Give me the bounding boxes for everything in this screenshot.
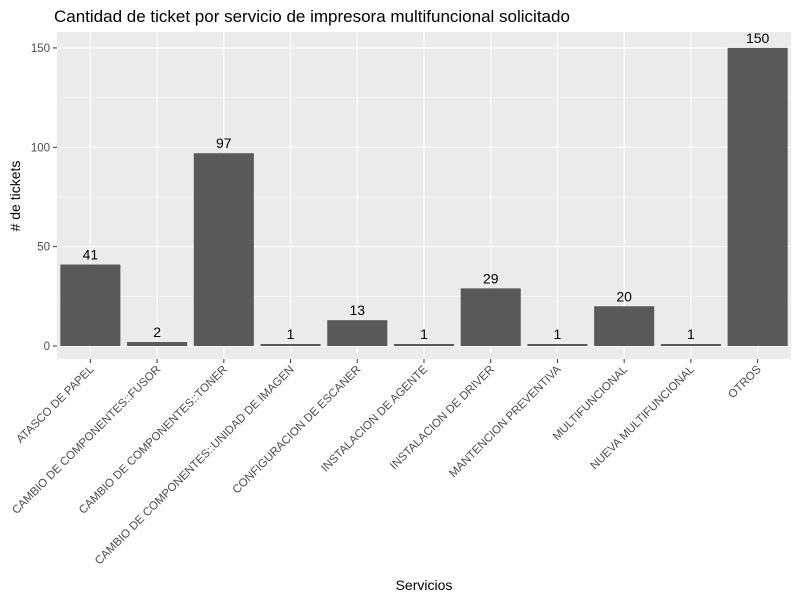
bars [60, 47, 788, 346]
y-tick-label: 100 [31, 142, 50, 154]
bar-value-label: 41 [83, 247, 99, 263]
y-tick-label: 0 [44, 341, 50, 353]
bar-value-label: 2 [153, 324, 161, 340]
x-tick-label: INSTALACION DE AGENTE [319, 363, 430, 474]
bar [660, 344, 721, 346]
x-tick-label: CONFIGURACION DE ESCANER [231, 364, 364, 497]
bar-value-label: 13 [349, 302, 365, 318]
bar [193, 153, 254, 346]
bar [527, 344, 588, 346]
bar-value-label: 29 [483, 270, 499, 286]
chart-title: Cantidad de ticket por servicio de impre… [54, 7, 570, 26]
y-axis-title: # de tickets [7, 161, 23, 232]
bar [260, 344, 321, 346]
y-axis: 0 50 100 150 [31, 43, 57, 353]
bar-value-label: 20 [616, 288, 632, 304]
bar [727, 47, 788, 346]
x-tick-label: OTROS [726, 363, 764, 401]
bar [60, 264, 121, 346]
bar-value-label: 1 [687, 326, 695, 342]
bar [594, 306, 655, 346]
bar [327, 320, 388, 346]
bar-value-label: 1 [287, 326, 295, 342]
y-tick-label: 150 [31, 43, 50, 55]
bar-value-label: 1 [554, 326, 562, 342]
bar [127, 342, 188, 346]
bar-value-label: 150 [746, 30, 770, 46]
x-axis-title: Servicios [396, 577, 453, 593]
x-tick-label: MANTENCION PREVENTIVA [447, 363, 564, 480]
bar-value-label: 1 [420, 326, 428, 342]
bar [460, 288, 521, 346]
bar [393, 344, 455, 346]
x-tick-label: MULTIFUNCIONAL [551, 363, 631, 443]
x-tick-label: CAMBIO DE COMPONENTES::TONER [77, 364, 230, 517]
x-tick-label: CAMBIO DE COMPONENTES::FUSOR [10, 364, 163, 517]
data-labels: 41 2 97 1 13 1 29 1 20 1 150 [83, 30, 770, 342]
y-tick-label: 50 [37, 242, 50, 254]
bar-value-label: 97 [216, 135, 232, 151]
